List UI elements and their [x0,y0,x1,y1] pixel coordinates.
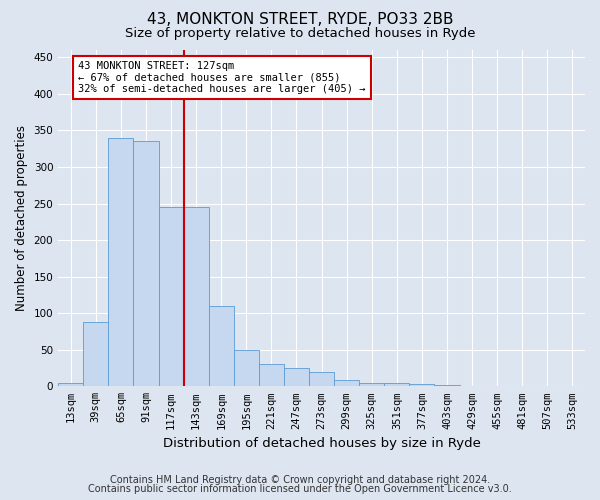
Bar [259,364,284,386]
Bar [434,385,460,386]
Bar [58,382,83,386]
Bar [284,368,309,386]
Bar [409,384,434,386]
Bar [83,322,109,386]
Bar [158,207,184,386]
Text: Size of property relative to detached houses in Ryde: Size of property relative to detached ho… [125,28,475,40]
Bar [184,207,209,386]
Y-axis label: Number of detached properties: Number of detached properties [15,125,28,311]
Text: Contains public sector information licensed under the Open Government Licence v3: Contains public sector information licen… [88,484,512,494]
Text: 43, MONKTON STREET, RYDE, PO33 2BB: 43, MONKTON STREET, RYDE, PO33 2BB [147,12,453,28]
Text: Contains HM Land Registry data © Crown copyright and database right 2024.: Contains HM Land Registry data © Crown c… [110,475,490,485]
Text: 43 MONKTON STREET: 127sqm
← 67% of detached houses are smaller (855)
32% of semi: 43 MONKTON STREET: 127sqm ← 67% of detac… [78,61,366,94]
Bar [234,350,259,387]
Bar [309,372,334,386]
Bar [334,380,359,386]
X-axis label: Distribution of detached houses by size in Ryde: Distribution of detached houses by size … [163,437,481,450]
Bar [109,138,133,386]
Bar [359,382,385,386]
Bar [209,306,234,386]
Bar [133,142,158,386]
Bar [385,384,409,386]
